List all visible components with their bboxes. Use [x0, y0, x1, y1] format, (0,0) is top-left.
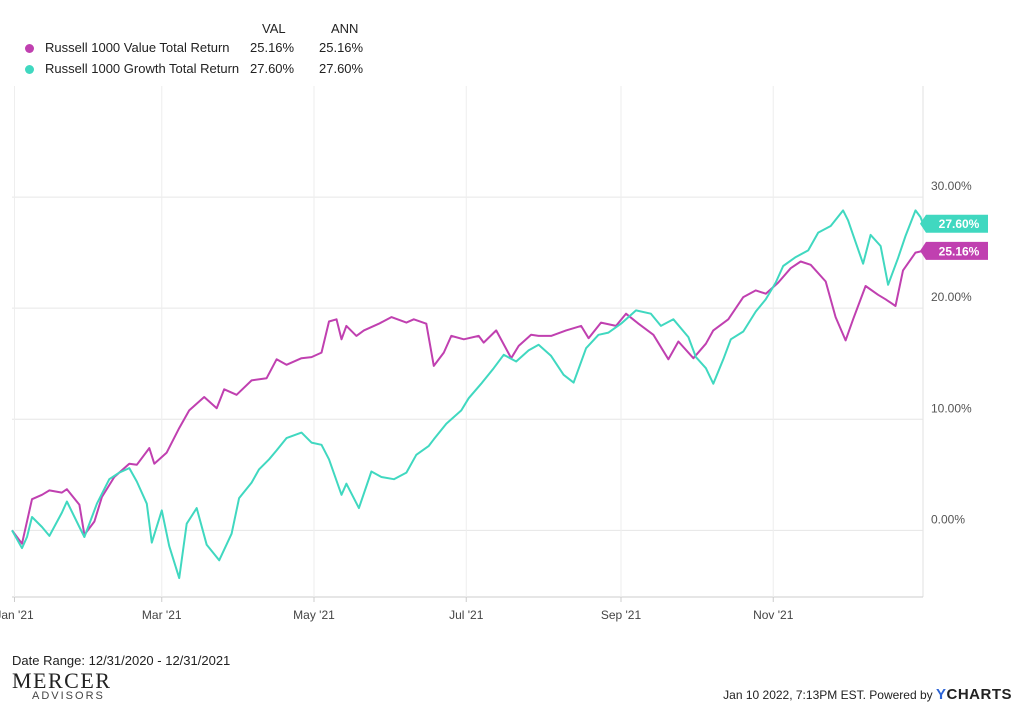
end-label-flag — [920, 214, 988, 233]
x-tick-label: Sep '21 — [601, 608, 642, 622]
legend-dot-value — [25, 44, 34, 53]
x-tick-label: Mar '21 — [142, 608, 182, 622]
date-range-text: Date Range: 12/31/2020 - 12/31/2021 — [12, 653, 231, 668]
end-label-text: 27.60% — [939, 217, 980, 231]
series-line-growth — [11, 209, 924, 580]
x-tick-label: Jul '21 — [449, 608, 484, 622]
legend-label-value: Russell 1000 Value Total Return — [45, 40, 230, 55]
ycharts-logo[interactable]: YCHARTS — [936, 686, 1012, 703]
legend-header-val: VAL — [262, 21, 286, 36]
legend: VAL ANN Russell 1000 Value Total Return … — [0, 0, 420, 80]
ycharts-logo-rest: CHARTS — [946, 686, 1012, 703]
y-tick-label: 30.00% — [931, 179, 972, 193]
end-label-text: 25.16% — [939, 244, 980, 258]
y-tick-label: 10.00% — [931, 401, 972, 415]
legend-ann-value: 25.16% — [319, 40, 364, 55]
legend-row-value[interactable]: Russell 1000 Value Total Return 25.16% 2… — [0, 39, 420, 59]
end-label-flag — [920, 241, 988, 260]
mercer-advisors-logo: MERCER ADVISORS — [12, 668, 142, 704]
logo-wordmark: MERCER — [12, 668, 112, 693]
legend-row-growth[interactable]: Russell 1000 Growth Total Return 27.60% … — [0, 60, 420, 80]
legend-val-value: 25.16% — [250, 40, 295, 55]
y-tick-label: 20.00% — [931, 290, 972, 304]
legend-val-growth: 27.60% — [250, 61, 295, 76]
ycharts-logo-y: Y — [935, 686, 947, 703]
gridlines — [12, 86, 924, 598]
legend-label-growth: Russell 1000 Growth Total Return — [45, 61, 240, 76]
series-line-value — [11, 249, 924, 545]
logo-subtitle: ADVISORS — [32, 690, 105, 702]
y-tick-label: 0.00% — [931, 512, 965, 526]
series-lines — [11, 209, 924, 580]
end-label-value: 25.16% — [920, 241, 988, 260]
footer-attribution: Jan 10 2022, 7:13PM EST. Powered by YCHA… — [723, 686, 1012, 703]
x-tick-label: Jan '21 — [0, 608, 34, 622]
legend-ann-growth: 27.60% — [319, 61, 364, 76]
x-tick-label: Nov '21 — [753, 608, 794, 622]
x-axis: Jan '21 Mar '21 May '21 Jul '21 Sep '21 Nov '… — [0, 597, 794, 622]
end-labels: 25.16% 27.60% — [920, 214, 988, 260]
legend-header-ann: ANN — [331, 21, 359, 36]
legend-dot-growth — [25, 65, 34, 74]
x-tick-label: May '21 — [293, 608, 335, 622]
timestamp-text: Jan 10 2022, 7:13PM EST. — [723, 688, 866, 702]
powered-by-text: Powered by — [869, 688, 933, 702]
end-label-growth: 27.60% — [920, 214, 988, 233]
y-axis: 0.00% 10.00% 20.00% 30.00% — [931, 179, 972, 526]
